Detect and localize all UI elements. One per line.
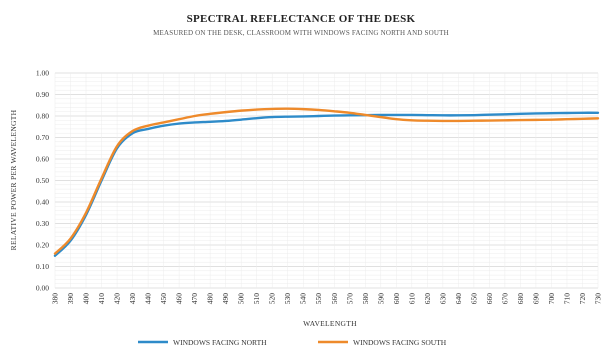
y-tick-labels: 0.00 0.10 0.20 0.30 0.40 0.50 0.60 0.70 0.80 0.90… xyxy=(36,69,49,293)
x-tick-label: 730 xyxy=(594,293,603,305)
y-tick-label: 0.90 xyxy=(36,90,49,99)
x-tick-label: 470 xyxy=(190,293,199,305)
y-axis-title: Relative power per wavelength xyxy=(9,109,18,250)
x-tick-label: 710 xyxy=(562,293,571,305)
x-tick-label: 460 xyxy=(175,293,184,305)
y-tick-label: 0.20 xyxy=(36,241,49,250)
x-tick-label: 540 xyxy=(299,293,308,305)
x-tick-label: 400 xyxy=(82,293,91,305)
x-tick-label: 600 xyxy=(392,293,401,305)
x-tick-label: 510 xyxy=(252,293,261,305)
y-tick-label: 0.50 xyxy=(36,176,49,185)
x-tick-label: 570 xyxy=(345,293,354,305)
x-tick-label: 630 xyxy=(438,293,447,305)
y-tick-label: 0.40 xyxy=(36,198,49,207)
x-tick-label: 440 xyxy=(144,293,153,305)
x-tick-label: 640 xyxy=(454,293,463,305)
y-tick-label: 0.10 xyxy=(36,262,49,271)
legend-label-south: Windows facing South xyxy=(353,338,447,347)
x-tick-label: 700 xyxy=(547,293,556,305)
x-tick-label: 380 xyxy=(51,293,60,305)
x-tick-label: 520 xyxy=(268,293,277,305)
series-line-south xyxy=(53,107,600,255)
x-tick-label: 430 xyxy=(128,293,137,305)
x-axis-title: Wavelength xyxy=(303,319,357,328)
grid-layer xyxy=(54,72,599,289)
legend-label-north: Windows facing North xyxy=(173,338,267,347)
x-tick-label: 620 xyxy=(423,293,432,305)
chart-subtitle: Measured on the desk, Classroom with win… xyxy=(153,29,449,37)
x-tick-label: 650 xyxy=(469,293,478,305)
x-tick-label: 500 xyxy=(237,293,246,305)
x-tick-label: 720 xyxy=(578,293,587,305)
x-tick-labels: 380 390 400 410 420 430 440 450 460 470 480 490 500 5… xyxy=(51,293,603,305)
x-tick-label: 420 xyxy=(113,293,122,305)
x-tick-label: 550 xyxy=(314,293,323,305)
x-tick-label: 590 xyxy=(376,293,385,305)
y-tick-label: 0.80 xyxy=(36,112,49,121)
x-tick-label: 450 xyxy=(159,293,168,305)
x-tick-label: 680 xyxy=(516,293,525,305)
x-tick-label: 690 xyxy=(531,293,540,305)
x-tick-label: 560 xyxy=(330,293,339,305)
x-tick-label: 390 xyxy=(66,293,75,305)
series-layer xyxy=(53,107,600,257)
x-tick-label: 410 xyxy=(97,293,106,305)
x-tick-label: 480 xyxy=(206,293,215,305)
chart-title: Spectral reflectance of the desk xyxy=(187,13,416,25)
x-tick-label: 610 xyxy=(407,293,416,305)
series-line-north xyxy=(53,111,600,257)
x-tick-label: 580 xyxy=(361,293,370,305)
legend: Windows facing North Windows facing Sout… xyxy=(138,338,447,347)
x-tick-label: 530 xyxy=(283,293,292,305)
y-tick-label: 0.70 xyxy=(36,133,49,142)
y-tick-label: 0.00 xyxy=(36,284,49,293)
y-tick-label: 0.30 xyxy=(36,219,49,228)
y-tick-label: 0.60 xyxy=(36,155,49,164)
y-tick-label: 1.00 xyxy=(36,69,49,78)
x-tick-label: 490 xyxy=(221,293,230,305)
x-tick-label: 670 xyxy=(500,293,509,305)
x-tick-label: 660 xyxy=(485,293,494,305)
